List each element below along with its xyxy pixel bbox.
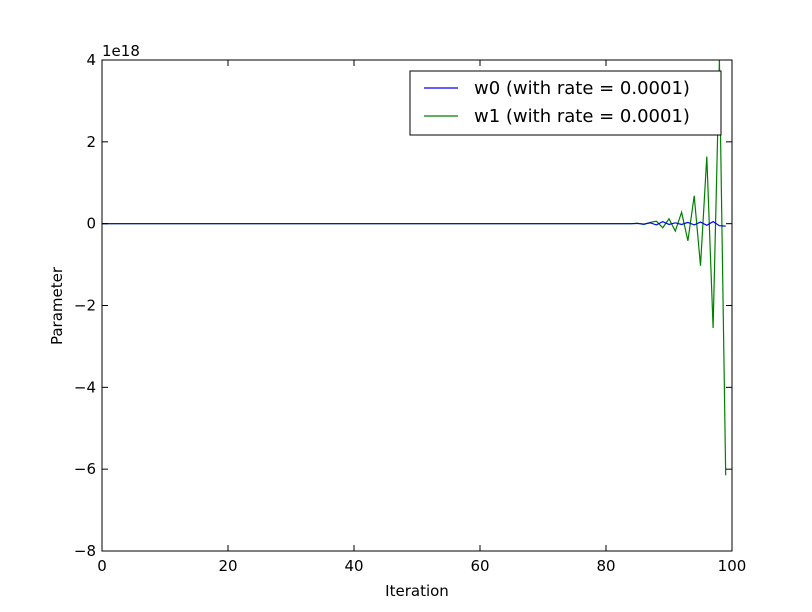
y-tick-label: −8 (74, 542, 96, 560)
x-tick-label: 20 (218, 557, 237, 575)
y-tick-label: −2 (74, 297, 96, 315)
legend: w0 (with rate = 0.0001) w1 (with rate = … (409, 70, 722, 136)
y-offset-label: 1e18 (102, 42, 140, 60)
series-line-w0 (102, 220, 726, 227)
legend-box (409, 70, 722, 136)
x-tick-label: 100 (718, 557, 747, 575)
series-layer (102, 60, 727, 476)
y-axis-label: Parameter (48, 266, 66, 345)
x-tick-label: 0 (97, 557, 107, 575)
x-axis-label: Iteration (385, 582, 449, 600)
y-tick-label: 2 (86, 133, 96, 151)
y-tick-label: 4 (86, 51, 96, 69)
y-tick-label: −4 (74, 378, 96, 396)
y-tick-label: −6 (74, 460, 96, 478)
y-axis: −8 −6 −4 −2 0 2 4 (74, 51, 732, 560)
y-tick-label: 0 (86, 215, 96, 233)
x-axis: 0 20 40 60 80 100 (97, 60, 746, 575)
legend-label-w1: w1 (with rate = 0.0001) (474, 106, 690, 127)
x-tick-label: 40 (344, 557, 363, 575)
x-tick-label: 60 (470, 557, 489, 575)
legend-label-w0: w0 (with rate = 0.0001) (474, 78, 690, 99)
x-tick-label: 80 (596, 557, 615, 575)
